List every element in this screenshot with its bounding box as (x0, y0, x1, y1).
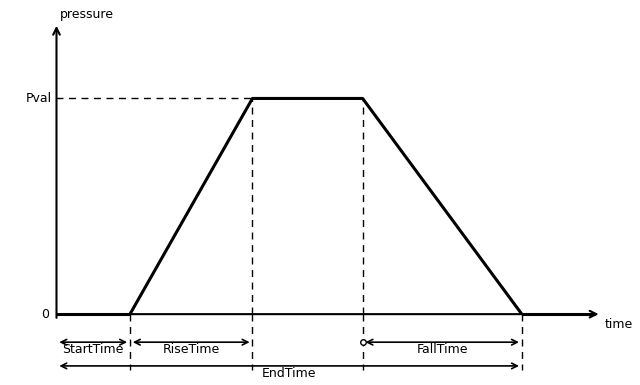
Text: pressure: pressure (60, 8, 113, 21)
Text: EndTime: EndTime (262, 367, 316, 380)
Text: StartTime: StartTime (63, 343, 124, 356)
Text: time: time (604, 318, 633, 331)
Text: RiseTime: RiseTime (163, 343, 220, 356)
Text: 0: 0 (41, 308, 49, 321)
Text: Pval: Pval (26, 92, 52, 105)
Text: FallTime: FallTime (417, 343, 468, 356)
